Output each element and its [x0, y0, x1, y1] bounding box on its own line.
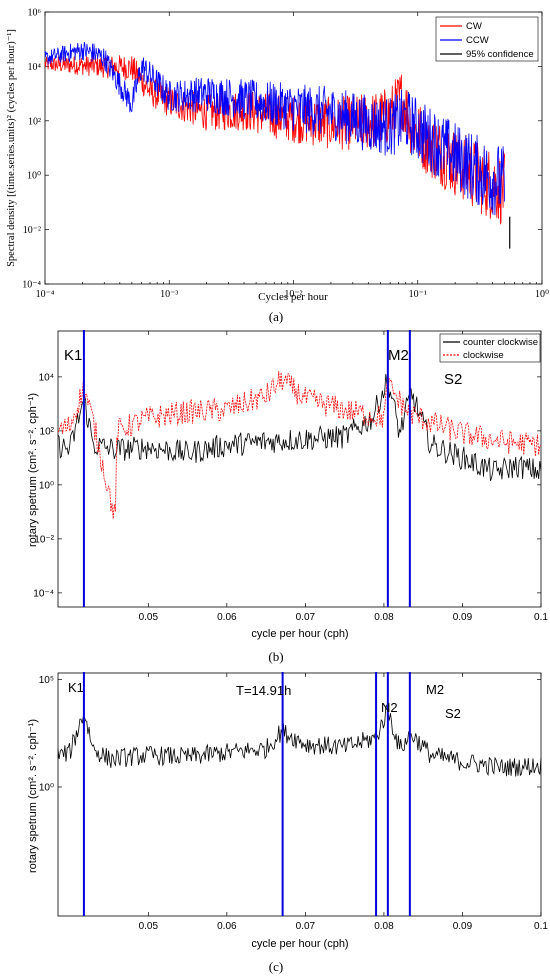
panel-b: 0.05 0.06 0.07 0.08 0.09 0.1 10⁻⁴ 10⁻² 10⁰ 10² 10⁴…: [27, 330, 548, 664]
panel-c-plot-frame: [57, 672, 542, 917]
x-tick-label: 10⁻³: [160, 289, 178, 300]
legend-label-ccw: CCW: [466, 35, 489, 46]
y-tick-label: 10⁴: [39, 372, 54, 383]
x-tick-label: 0.08: [374, 612, 394, 623]
panel-a-series: [44, 41, 511, 249]
x-tick-label: 0.09: [453, 612, 473, 623]
panel-c-ylabel: rotary spetrum (cm². s⁻². cph⁻¹): [27, 719, 39, 873]
panel-b-ticks: 0.05 0.06 0.07 0.08 0.09 0.1 10⁻⁴ 10⁻² 10⁰ 10² 10⁴: [33, 331, 548, 623]
series-ccw: [44, 41, 505, 216]
panel-b-series: [57, 371, 542, 519]
panel-c: 0.05 0.06 0.07 0.08 0.09 0.1 10⁰ 10⁵ K1 T=14.91h…: [27, 672, 548, 974]
panel-a-caption: (a): [269, 309, 283, 324]
x-tick-label: 10⁻¹: [409, 289, 427, 300]
y-tick-label: 10⁶: [28, 8, 42, 19]
legend-label-clockwise: clockwise: [463, 350, 504, 361]
peak-label-s2: S2: [445, 706, 461, 721]
panel-c-caption: (c): [269, 959, 283, 974]
panel-b-ylabel: rotary spetrum (cm². s⁻². cph⁻¹): [27, 393, 39, 547]
peak-label-m2: M2: [388, 347, 409, 364]
x-tick-label: 0.07: [296, 921, 316, 932]
y-tick-label: 10⁻⁴: [33, 588, 54, 599]
panel-b-caption: (b): [268, 649, 283, 664]
y-tick-label: 10⁵: [39, 675, 54, 686]
x-tick-label: 0.06: [217, 921, 237, 932]
y-tick-label: 10⁻²: [23, 225, 41, 236]
peak-label-m2: M2: [426, 682, 444, 697]
panel-a-legend: CW CCW 95% confidence: [435, 16, 539, 62]
x-tick-label: 0.09: [453, 921, 473, 932]
panel-b-xlabel: cycle per hour (cph): [251, 628, 348, 640]
y-tick-label: 10²: [40, 426, 55, 437]
x-tick-label: 10⁻²: [284, 289, 302, 300]
peak-label-n2: N2: [381, 700, 398, 715]
peak-label-t-14-91h: T=14.91h: [236, 683, 291, 698]
panel-a-ticks: 10⁻⁴ 10⁻³ 10⁻² 10⁻¹ 10⁰ 10⁻⁴ 10⁻² 10⁰ 10² 10⁴ 10⁶: [22, 8, 549, 301]
y-tick-label: 10²: [28, 116, 41, 127]
y-tick-label: 10⁴: [28, 62, 42, 73]
legend-label-counter-clockwise: counter clockwise: [463, 337, 538, 348]
legend-label-confidence: 95% confidence: [466, 49, 534, 60]
x-tick-label: 0.08: [374, 921, 394, 932]
x-tick-label: 0.1: [534, 921, 548, 932]
x-tick-label: 0.05: [139, 612, 159, 623]
y-tick-label: 10⁰: [39, 480, 54, 491]
peak-label-k1: K1: [68, 680, 84, 695]
panel-b-legend-box: [439, 333, 541, 363]
panel-c-ticks: 0.05 0.06 0.07 0.08 0.09 0.1 10⁰ 10⁵: [39, 673, 548, 932]
legend-label-cw: CW: [466, 21, 482, 32]
y-tick-label: 10⁻⁴: [22, 280, 41, 291]
peak-label-k1: K1: [64, 347, 82, 364]
panel-c-series: [57, 703, 542, 777]
series-clockwise: [57, 371, 542, 519]
panel-a: 10⁻⁴ 10⁻³ 10⁻² 10⁻¹ 10⁰10⁻⁴10⁻²10⁰10²10⁴10⁶ …: [6, 8, 549, 325]
x-tick-label: 10⁰: [535, 289, 549, 300]
y-tick-label: 10⁰: [27, 171, 41, 182]
panel-a-xlabel: Cycles per hour: [258, 291, 328, 303]
panel-a-ylabel: Spectral density [(time.series.units)² (…: [6, 29, 17, 267]
x-tick-label: 0.05: [139, 921, 159, 932]
panel-b-peaks: K1 M2 S2: [64, 330, 462, 607]
x-tick-label: 0.1: [534, 612, 548, 623]
peak-label-s2: S2: [444, 371, 462, 388]
x-tick-label: 0.06: [217, 612, 237, 623]
x-tick-label: 0.07: [296, 612, 316, 623]
y-tick-label: 10⁻²: [34, 534, 54, 545]
y-tick-label: 10⁰: [39, 782, 54, 793]
x-tick-label: 10⁻⁴: [36, 289, 55, 300]
panel-b-legend: counter clockwise clockwise: [439, 333, 541, 363]
panel-b-plot-frame: [57, 330, 542, 608]
panel-c-xlabel: cycle per hour (cph): [251, 938, 348, 950]
series-spectrum: [57, 703, 542, 777]
series-counter-clockwise: [57, 373, 542, 481]
